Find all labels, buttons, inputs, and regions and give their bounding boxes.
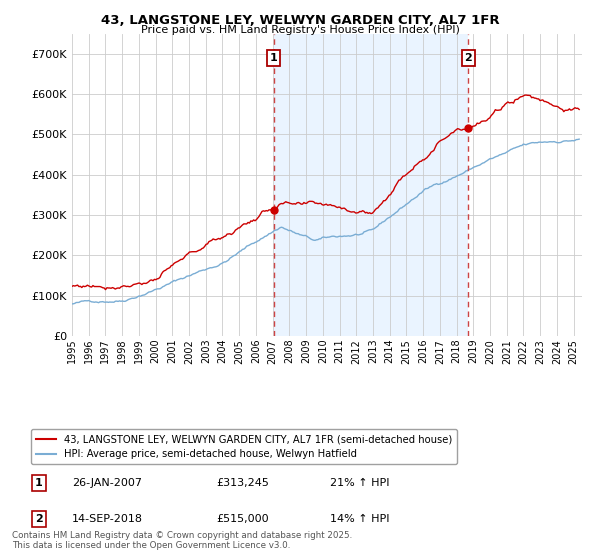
Text: 1: 1 bbox=[35, 478, 43, 488]
Text: 1: 1 bbox=[270, 53, 278, 63]
Text: Price paid vs. HM Land Registry's House Price Index (HPI): Price paid vs. HM Land Registry's House … bbox=[140, 25, 460, 35]
Bar bbox=[274, 34, 469, 336]
Text: £313,245: £313,245 bbox=[216, 478, 269, 488]
Text: 21% ↑ HPI: 21% ↑ HPI bbox=[330, 478, 389, 488]
Text: 14-SEP-2018: 14-SEP-2018 bbox=[72, 514, 143, 524]
Text: 2: 2 bbox=[35, 514, 43, 524]
Text: 2: 2 bbox=[464, 53, 472, 63]
Text: 14% ↑ HPI: 14% ↑ HPI bbox=[330, 514, 389, 524]
Text: £515,000: £515,000 bbox=[216, 514, 269, 524]
Legend: 43, LANGSTONE LEY, WELWYN GARDEN CITY, AL7 1FR (semi-detached house), HPI: Avera: 43, LANGSTONE LEY, WELWYN GARDEN CITY, A… bbox=[31, 429, 457, 464]
Text: Contains HM Land Registry data © Crown copyright and database right 2025.
This d: Contains HM Land Registry data © Crown c… bbox=[12, 530, 352, 550]
Text: 43, LANGSTONE LEY, WELWYN GARDEN CITY, AL7 1FR: 43, LANGSTONE LEY, WELWYN GARDEN CITY, A… bbox=[101, 14, 499, 27]
Text: 26-JAN-2007: 26-JAN-2007 bbox=[72, 478, 142, 488]
